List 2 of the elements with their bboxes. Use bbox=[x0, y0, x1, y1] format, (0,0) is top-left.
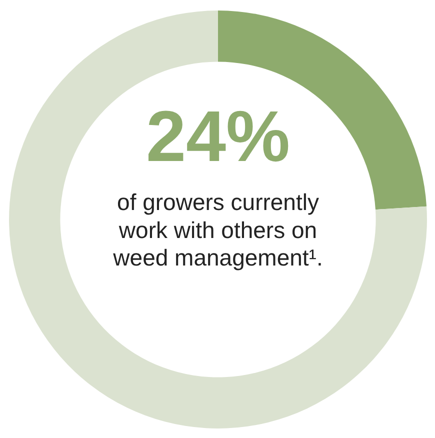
data-label: 24% bbox=[146, 96, 290, 177]
text: of growers currently work with others on weed management¹. bbox=[112, 189, 323, 271]
